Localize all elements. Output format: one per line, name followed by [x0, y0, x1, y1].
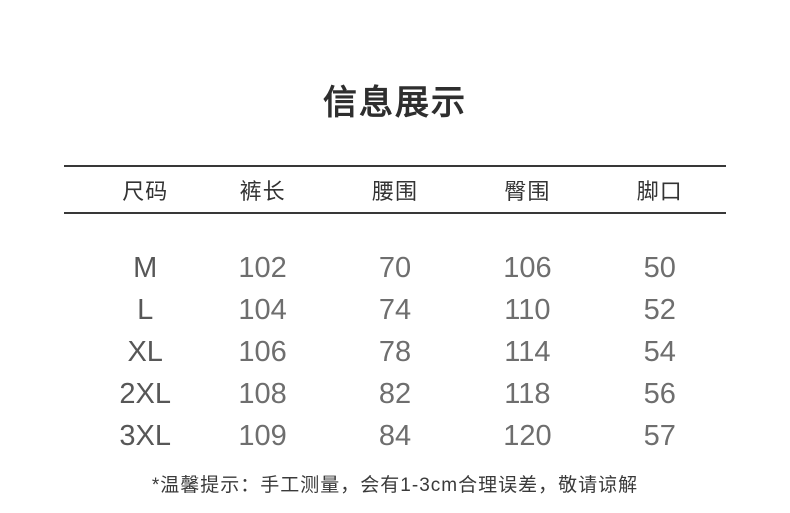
value-cell: 57 — [643, 419, 676, 452]
table-row: XL 106 78 114 54 — [64, 331, 726, 373]
header-cell-leg-opening: 脚口 — [636, 178, 683, 204]
table-header-row: 尺码 裤长 腰围 臀围 脚口 — [64, 167, 726, 212]
value-cell: 109 — [238, 419, 287, 452]
table-row: M 102 70 106 50 — [64, 247, 726, 289]
header-cell-hip: 臀围 — [504, 178, 551, 204]
table-row: 2XL 108 82 118 56 — [64, 373, 726, 415]
size-cell: M — [133, 251, 158, 284]
size-cell: XL — [127, 335, 163, 368]
header-divider — [64, 212, 726, 214]
table-body: M 102 70 106 50 L 104 74 110 52 XL 106 7… — [64, 214, 726, 457]
value-cell: 74 — [378, 293, 412, 326]
value-cell: 52 — [643, 293, 676, 326]
value-cell: 50 — [643, 251, 676, 284]
value-cell: 82 — [378, 377, 412, 410]
top-divider — [64, 165, 726, 167]
value-cell: 106 — [503, 251, 552, 284]
value-cell: 114 — [504, 335, 551, 368]
value-cell: 118 — [504, 377, 551, 410]
size-cell: L — [137, 293, 154, 326]
size-cell: 3XL — [119, 419, 171, 452]
measurement-note: *温馨提示：手工测量，会有1-3cm合理误差，敬请谅解 — [151, 475, 639, 496]
value-cell: 70 — [378, 251, 412, 284]
value-cell: 120 — [503, 419, 552, 452]
value-cell: 106 — [238, 335, 287, 368]
header-cell-size: 尺码 — [122, 178, 169, 204]
value-cell: 56 — [643, 377, 676, 410]
header-cell-pants-length: 裤长 — [239, 178, 286, 204]
value-cell: 78 — [378, 335, 412, 368]
value-cell: 84 — [378, 419, 412, 452]
table-row: L 104 74 110 52 — [64, 289, 726, 331]
value-cell: 108 — [238, 377, 287, 410]
page-title: 信息展示 — [323, 84, 467, 122]
header-cell-waist: 腰围 — [371, 178, 418, 204]
table-row: 3XL 109 84 120 57 — [64, 415, 726, 457]
value-cell: 110 — [504, 293, 551, 326]
size-table: 尺码 裤长 腰围 臀围 脚口 M 102 70 106 50 L 104 74 … — [64, 165, 726, 499]
value-cell: 102 — [238, 251, 287, 284]
size-cell: 2XL — [119, 377, 171, 410]
value-cell: 54 — [643, 335, 676, 368]
value-cell: 104 — [238, 293, 287, 326]
